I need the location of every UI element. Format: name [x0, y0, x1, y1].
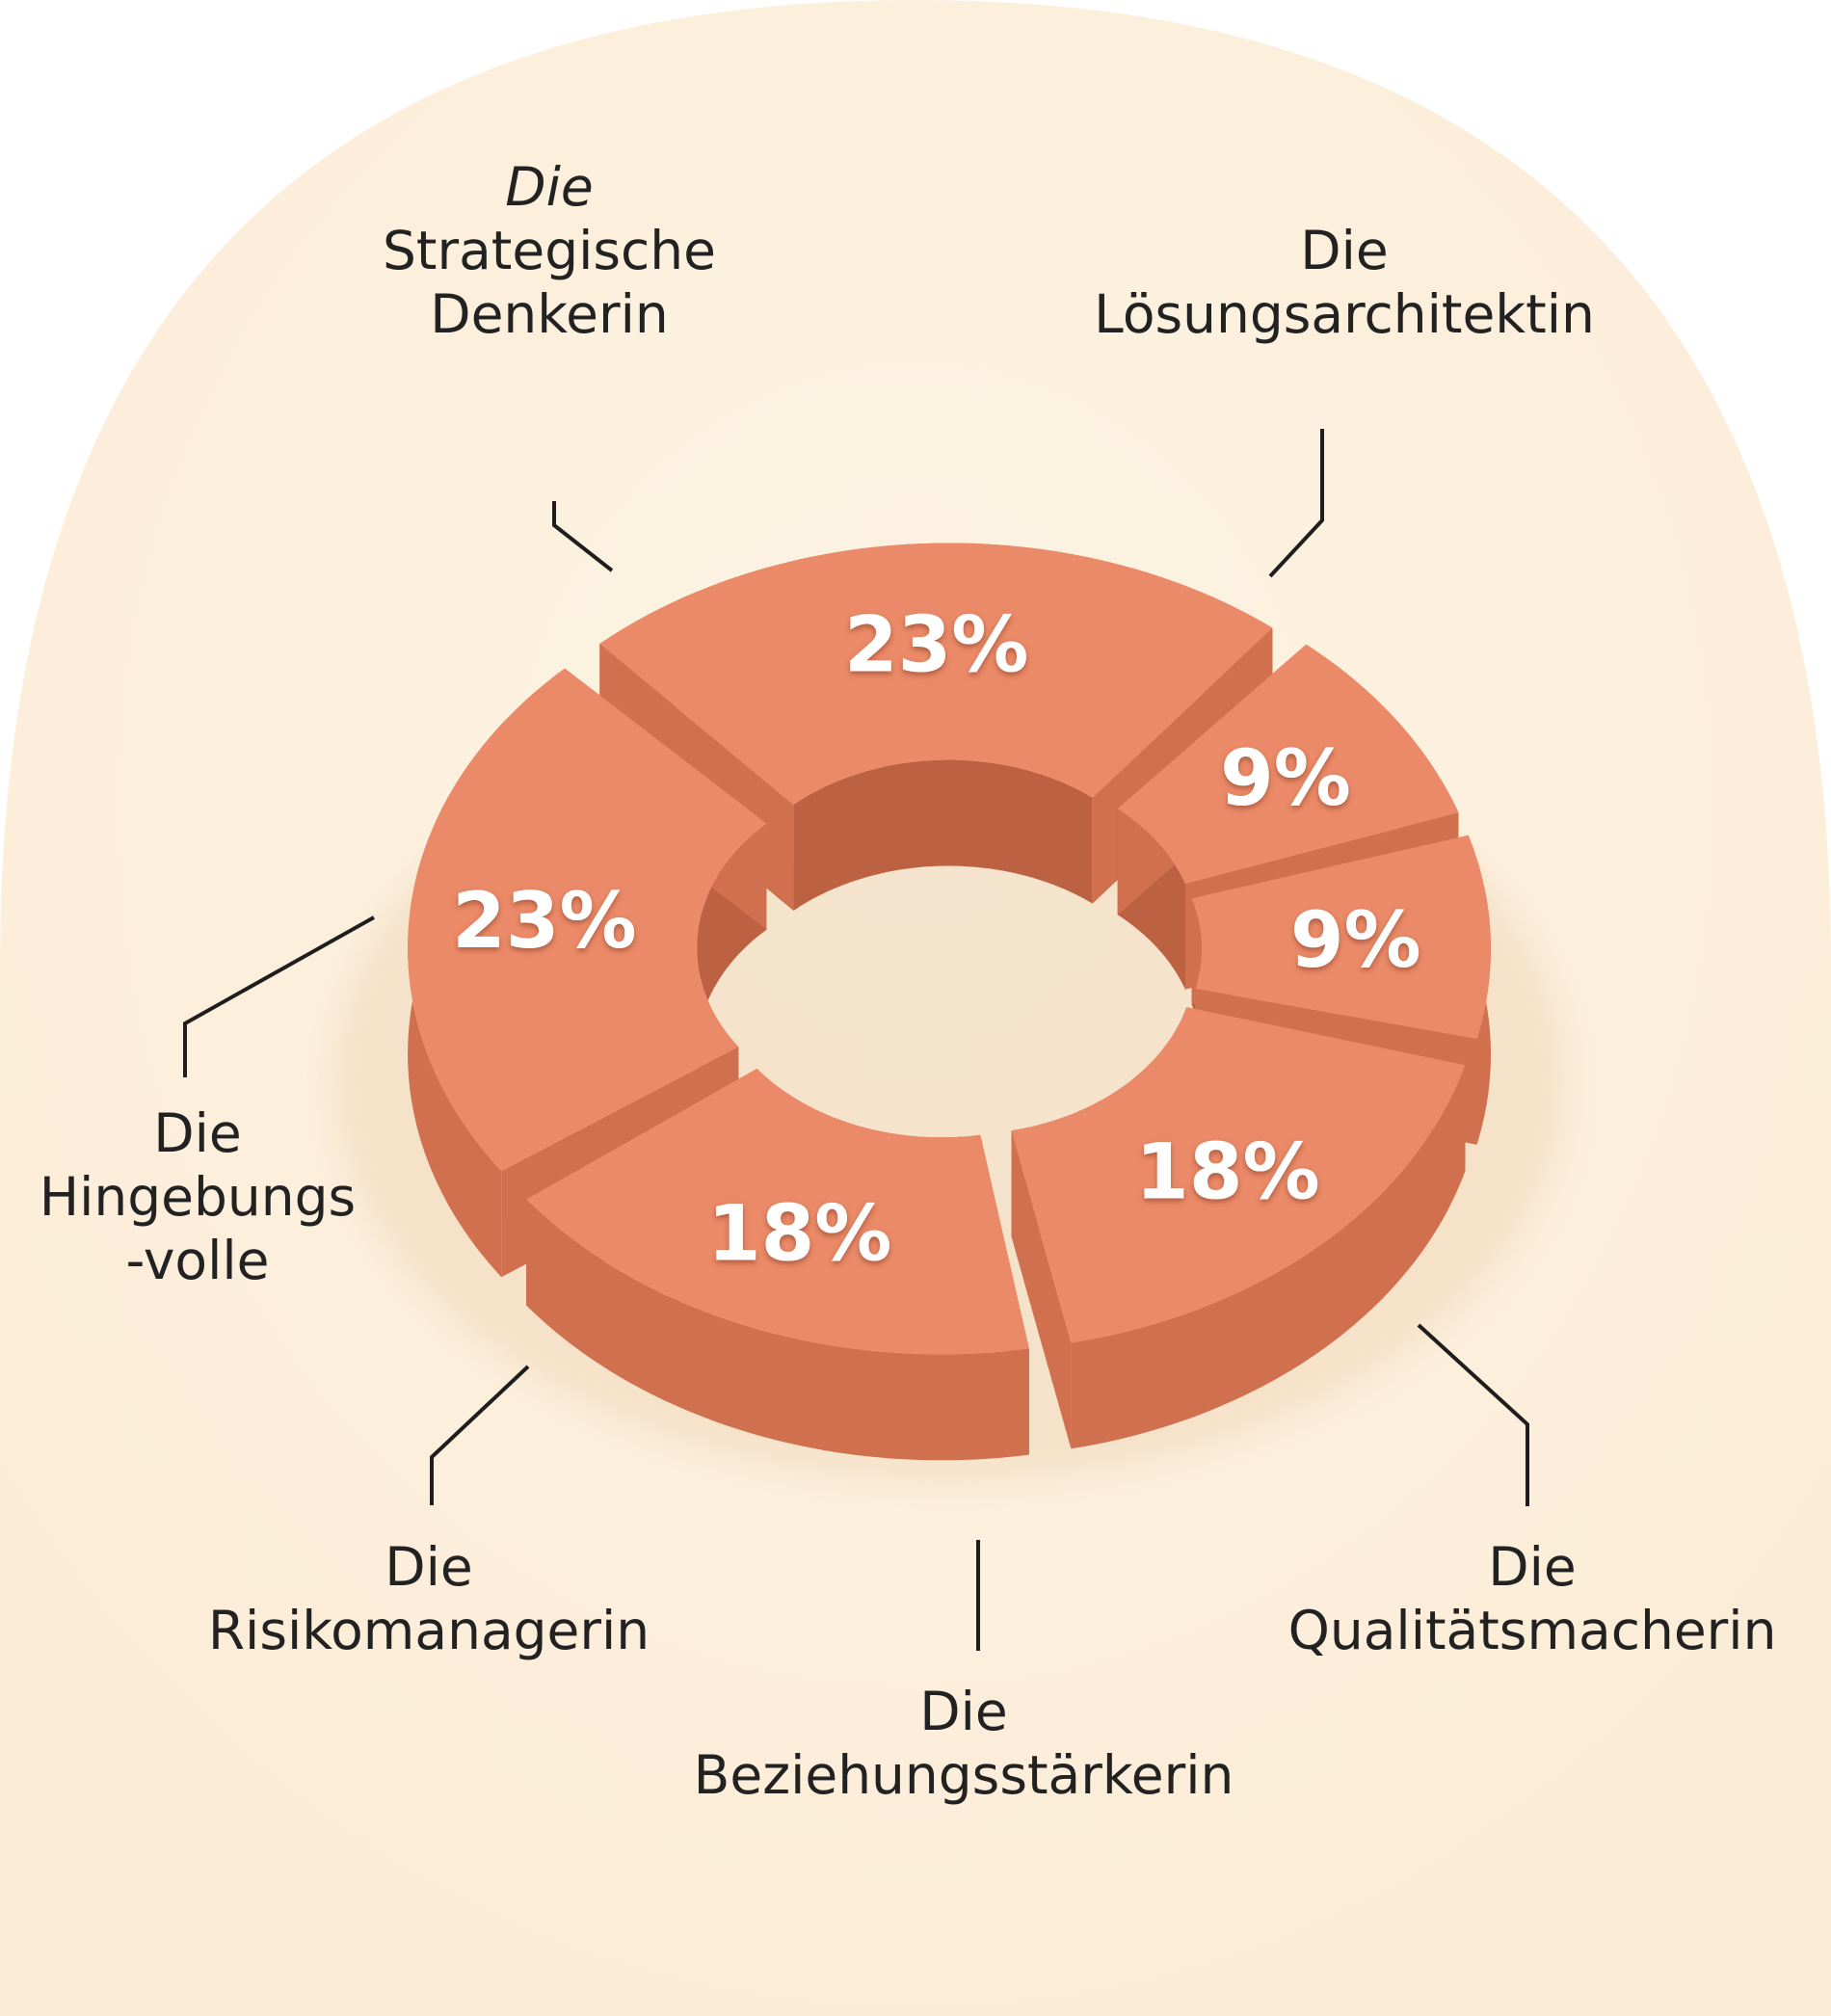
value-label: 23% — [844, 600, 1028, 690]
category-label-line: Die — [505, 156, 593, 218]
segment-top-face — [599, 543, 1273, 805]
leader-line — [1417, 1323, 1529, 1506]
value-label: 9% — [1220, 733, 1351, 823]
value-labels-layer: 23% 23% 9% 9% 18% 18% — [452, 600, 1421, 1279]
category-label: Die Risikomanagerin — [208, 1536, 650, 1661]
segment-top-face — [526, 1068, 1029, 1355]
value-label: 18% — [707, 1188, 891, 1278]
segment-outer-wall — [1071, 1065, 1466, 1449]
category-label-line: Lösungsarchitektin — [1094, 283, 1595, 345]
leader-line — [183, 915, 375, 1077]
category-label: Die Beziehungsstärkerin — [694, 1681, 1234, 1806]
segment-top-face — [1191, 835, 1491, 1039]
category-label-line: Denkerin — [430, 283, 669, 345]
category-label-line: Hingebungs — [40, 1166, 356, 1228]
category-label-line: Die — [1488, 1536, 1576, 1598]
segment-inner-wall — [793, 759, 1093, 911]
category-label-line: -volle — [126, 1230, 270, 1291]
segment-top-face — [1011, 1007, 1466, 1343]
value-label: 23% — [452, 876, 636, 966]
category-label-line: Qualitätsmacherin — [1288, 1600, 1777, 1661]
value-label: 9% — [1290, 895, 1421, 985]
segments-layer — [408, 543, 1491, 1461]
leader-lines-layer — [183, 429, 1529, 1651]
leader-line — [430, 1365, 530, 1505]
donut-segment — [526, 1068, 1029, 1461]
category-label: Die Lösungsarchitektin — [1094, 220, 1595, 345]
category-label-line: Beziehungsstärkerin — [694, 1744, 1234, 1806]
category-label-line: Die — [153, 1102, 241, 1164]
category-label: Die Hingebungs -volle — [40, 1102, 356, 1291]
segment-outer-wall — [526, 1199, 1029, 1461]
category-label-line: Die — [919, 1681, 1007, 1742]
category-label-line: Risikomanagerin — [208, 1600, 650, 1661]
category-label: Die Qualitätsmacherin — [1288, 1536, 1777, 1661]
segment-top-face — [408, 668, 767, 1172]
donut-segment — [1011, 1007, 1466, 1449]
category-label-line: Strategische — [383, 220, 716, 281]
segment-top-face — [1117, 644, 1459, 884]
category-label: Die Strategische Denkerin — [383, 156, 716, 345]
leader-line — [1268, 429, 1324, 578]
segment-end-wall — [1011, 1130, 1072, 1449]
value-label: 18% — [1135, 1127, 1319, 1217]
leader-line — [552, 501, 614, 572]
category-label-line: Die — [1300, 220, 1388, 281]
category-label-line: Die — [385, 1536, 472, 1598]
